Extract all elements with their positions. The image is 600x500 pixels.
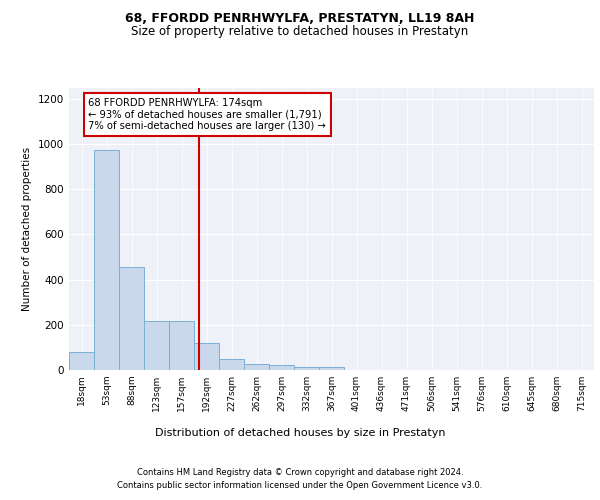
Bar xyxy=(119,267,144,370)
Bar xyxy=(169,320,194,370)
Bar xyxy=(294,366,319,370)
Bar xyxy=(269,365,294,370)
Text: Contains public sector information licensed under the Open Government Licence v3: Contains public sector information licen… xyxy=(118,480,482,490)
Bar xyxy=(219,359,244,370)
Text: 68 FFORDD PENRHWYLFA: 174sqm
← 93% of detached houses are smaller (1,791)
7% of : 68 FFORDD PENRHWYLFA: 174sqm ← 93% of de… xyxy=(89,98,326,131)
Bar xyxy=(144,320,169,370)
Bar xyxy=(194,343,219,370)
Text: Distribution of detached houses by size in Prestatyn: Distribution of detached houses by size … xyxy=(155,428,445,438)
Text: Size of property relative to detached houses in Prestatyn: Size of property relative to detached ho… xyxy=(131,25,469,38)
Bar xyxy=(69,352,94,370)
Bar xyxy=(94,150,119,370)
Bar xyxy=(319,367,344,370)
Y-axis label: Number of detached properties: Number of detached properties xyxy=(22,146,32,311)
Text: 68, FFORDD PENRHWYLFA, PRESTATYN, LL19 8AH: 68, FFORDD PENRHWYLFA, PRESTATYN, LL19 8… xyxy=(125,12,475,26)
Text: Contains HM Land Registry data © Crown copyright and database right 2024.: Contains HM Land Registry data © Crown c… xyxy=(137,468,463,477)
Bar xyxy=(244,364,269,370)
